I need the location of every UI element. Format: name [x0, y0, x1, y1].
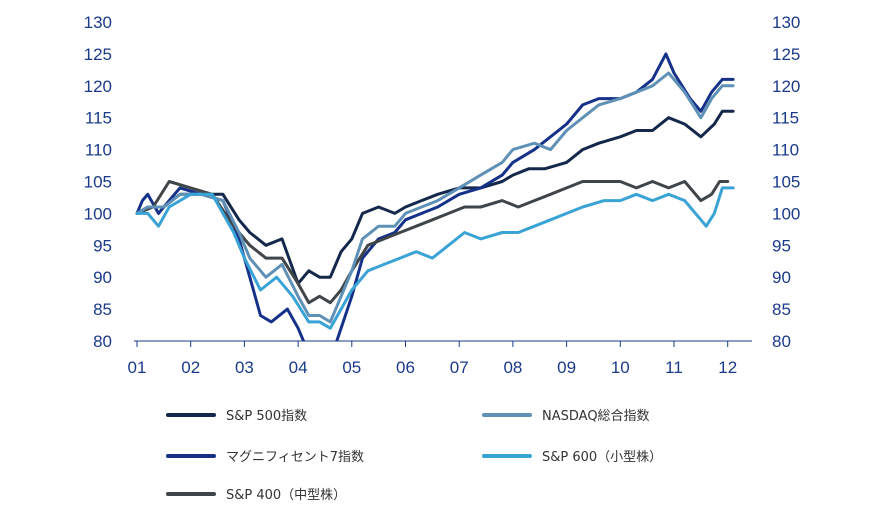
x-axis: 01 02 03 04 05 06 07 08 09 10 11 12: [128, 341, 738, 377]
x-tick-label: 05: [342, 358, 361, 377]
x-tick-label: 06: [396, 358, 415, 377]
x-tick-label: 12: [718, 358, 737, 377]
y-tick-label-left: 100: [84, 204, 112, 223]
y-tick-label-right: 85: [772, 300, 791, 319]
x-tick-label: 11: [665, 358, 683, 377]
legend-item: S&P 600（小型株）: [484, 450, 662, 465]
y-tick-label-right: 130: [772, 13, 800, 32]
y-tick-label-right: 125: [772, 45, 800, 64]
y-tick-label-left: 120: [84, 77, 112, 96]
x-tick-label: 10: [611, 358, 630, 377]
legend-label: S&P 600（小型株）: [542, 450, 662, 465]
x-tick-label: 03: [235, 358, 254, 377]
legend-item: NASDAQ総合指数: [484, 409, 650, 424]
legend-label: NASDAQ総合指数: [542, 409, 650, 424]
y-tick-label-right: 100: [772, 204, 800, 223]
x-tick-label: 01: [128, 358, 147, 377]
legend-label: S&P 500指数: [226, 409, 307, 424]
x-tick-label: 09: [557, 358, 576, 377]
y-tick-label-left: 115: [85, 109, 112, 128]
y-tick-label-left: 105: [84, 173, 112, 192]
y-tick-label-right: 120: [772, 77, 800, 96]
x-tick-label: 08: [503, 358, 522, 377]
y-tick-label-right: 90: [772, 268, 791, 287]
legend-label: S&P 400（中型株）: [226, 488, 346, 503]
y-tick-label-left: 85: [93, 300, 112, 319]
line-chart: 80859095100105110115120125130 8085909510…: [0, 0, 883, 517]
y-tick-label-left: 80: [93, 332, 112, 351]
y-tick-label-left: 95: [93, 236, 112, 255]
series-lines: [137, 54, 733, 360]
y-tick-label-right: 95: [772, 236, 791, 255]
y-tick-label-right: 110: [772, 141, 799, 160]
y-tick-label-left: 130: [84, 13, 112, 32]
y-tick-label-left: 110: [85, 141, 112, 160]
y-tick-label-left: 90: [93, 268, 112, 287]
x-tick-label: 07: [450, 358, 469, 377]
x-tick-label: 04: [289, 358, 308, 377]
x-tick-label: 02: [181, 358, 200, 377]
legend-item: S&P 400（中型株）: [168, 488, 346, 503]
y-axis-right: 80 85 90 95 100 105 110 115 120 125 130: [772, 13, 800, 351]
legend-label: マグニフィセント7指数: [226, 450, 364, 465]
y-axis-left: 80 85 90 95 100 105 110 115 120 125 130: [84, 13, 112, 351]
y-tick-label-right: 115: [772, 109, 799, 128]
y-tick-label-right: 105: [772, 173, 800, 192]
legend-item: S&P 500指数: [168, 409, 307, 424]
y-tick-label-right: 80: [772, 332, 791, 351]
legend-item: マグニフィセント7指数: [168, 450, 364, 465]
y-tick-label-left: 125: [84, 45, 112, 64]
